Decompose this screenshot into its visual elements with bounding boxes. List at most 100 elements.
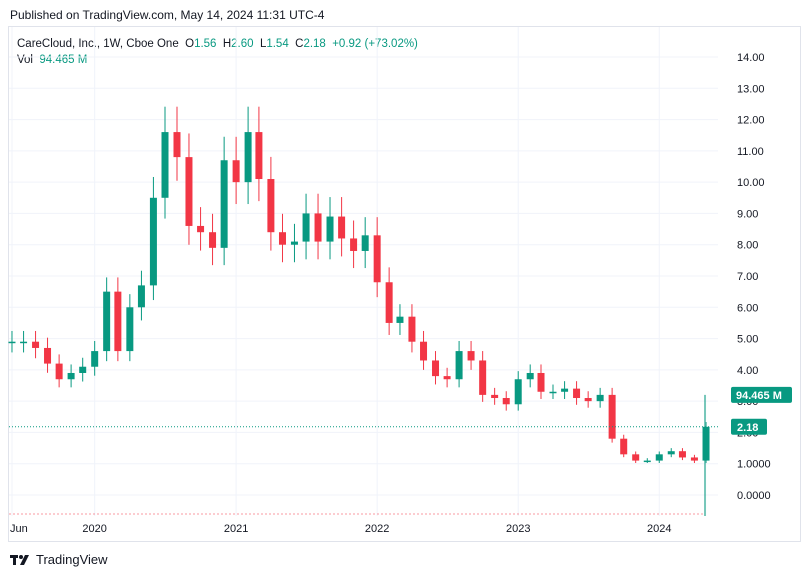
y-tick-label: 10.00	[737, 177, 765, 189]
candle-body	[350, 238, 358, 251]
candle-body	[114, 291, 122, 352]
candle-body	[232, 160, 240, 183]
candle-body	[149, 197, 157, 286]
candle-body	[137, 285, 145, 308]
candle-body	[537, 372, 545, 392]
candle-body	[161, 132, 169, 198]
candle-body	[326, 216, 334, 242]
candle-body	[549, 391, 557, 394]
candle-body	[443, 376, 451, 380]
tradingview-brand[interactable]: TradingView	[10, 552, 108, 567]
close-value: 2.18	[303, 38, 326, 50]
x-tick-label: 2023	[506, 523, 530, 535]
candle-body	[173, 132, 181, 158]
y-tick-label: 6.00	[737, 302, 758, 314]
candle-body	[338, 216, 346, 239]
candle-body	[255, 132, 263, 180]
candle-body	[44, 347, 52, 364]
candle-body	[314, 213, 322, 242]
candle-body	[526, 372, 534, 380]
candle-body	[126, 307, 134, 352]
legend-ohlc-row: CareCloud, Inc., 1W, Cboe One O1.56 H2.6…	[17, 36, 418, 52]
y-tick-label: 1.0000	[737, 459, 771, 471]
tradingview-logo-icon	[10, 554, 29, 565]
candle-body	[479, 360, 487, 395]
y-tick-label: 12.00	[737, 115, 765, 127]
candle-body	[514, 379, 522, 405]
high-value: 2.60	[231, 38, 254, 50]
candle-body	[32, 341, 40, 348]
candle-body	[690, 457, 698, 461]
candle-body	[408, 316, 416, 342]
candle-body	[561, 388, 569, 392]
brand-text: TradingView	[36, 552, 108, 567]
candle-body	[20, 341, 28, 344]
y-tick-label: 5.00	[737, 334, 758, 346]
candle-body	[385, 282, 393, 323]
candle-body	[455, 351, 463, 380]
low-value: 1.54	[266, 38, 289, 50]
high-label: H	[222, 38, 232, 50]
open-label: O	[185, 38, 195, 50]
candle-body	[608, 394, 616, 439]
candle-body	[55, 363, 63, 380]
x-tick-label: Jun	[10, 523, 28, 535]
volume-tag-text: 94.465 M	[736, 390, 782, 402]
x-tick-label: 2021	[224, 523, 248, 535]
volume-spike	[704, 394, 707, 516]
candle-body	[467, 351, 475, 361]
y-tick-label: 7.00	[737, 271, 758, 283]
last-price-tag-text: 2.18	[737, 422, 758, 434]
candle-body	[420, 341, 428, 361]
y-tick-label: 14.00	[737, 52, 765, 64]
chart-frame	[8, 26, 801, 542]
change-value: +0.92 (+73.02%)	[332, 38, 418, 50]
candle-body	[643, 460, 651, 463]
candle-body	[278, 232, 286, 245]
candle-body	[197, 225, 205, 233]
close-label: C	[295, 38, 304, 50]
candle-body	[8, 341, 16, 344]
candle-body	[432, 360, 440, 377]
candle-body	[573, 388, 581, 399]
volume-tag	[731, 386, 792, 403]
candle-body	[620, 438, 628, 455]
candle-body	[91, 351, 99, 367]
candle-body	[220, 160, 228, 248]
x-tick-label: 2020	[82, 523, 106, 535]
candle-body	[185, 157, 193, 226]
chart-legend: CareCloud, Inc., 1W, Cboe One O1.56 H2.6…	[17, 36, 418, 68]
candle-body	[502, 398, 510, 405]
candle-body	[209, 232, 217, 248]
candle-body	[655, 454, 663, 461]
published-caption: Published on TradingView.com, May 14, 20…	[10, 8, 325, 22]
low-label: L	[259, 38, 267, 50]
y-tick-label: 9.00	[737, 208, 758, 220]
open-value: 1.56	[194, 38, 217, 50]
candle-body	[491, 394, 499, 399]
candle-body	[373, 235, 381, 283]
candle-body	[678, 451, 686, 458]
candle-body	[361, 235, 369, 251]
candle-body	[244, 132, 252, 183]
y-tick-label: 0.0000	[737, 490, 771, 502]
candle-body	[290, 241, 298, 245]
candle-body	[79, 366, 87, 373]
x-tick-label: 2022	[365, 523, 389, 535]
y-tick-label: 8.00	[737, 240, 758, 252]
last-price-tag	[731, 418, 767, 435]
y-tick-label: 4.00	[737, 365, 758, 377]
candle-body	[632, 454, 640, 461]
candle-body	[396, 316, 404, 323]
candle-body	[67, 372, 75, 380]
x-tick-label: 2024	[647, 523, 671, 535]
y-tick-label: 13.00	[737, 83, 765, 95]
candle-body	[302, 213, 310, 242]
candle-body	[667, 451, 675, 455]
candle-body	[596, 394, 604, 402]
symbol-title[interactable]: CareCloud, Inc., 1W, Cboe One	[17, 38, 179, 50]
candle-body	[584, 398, 592, 402]
candle-body	[103, 291, 111, 352]
y-tick-label: 11.00	[737, 146, 764, 158]
